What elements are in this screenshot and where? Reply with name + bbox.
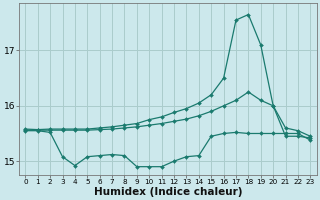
X-axis label: Humidex (Indice chaleur): Humidex (Indice chaleur) — [93, 187, 242, 197]
